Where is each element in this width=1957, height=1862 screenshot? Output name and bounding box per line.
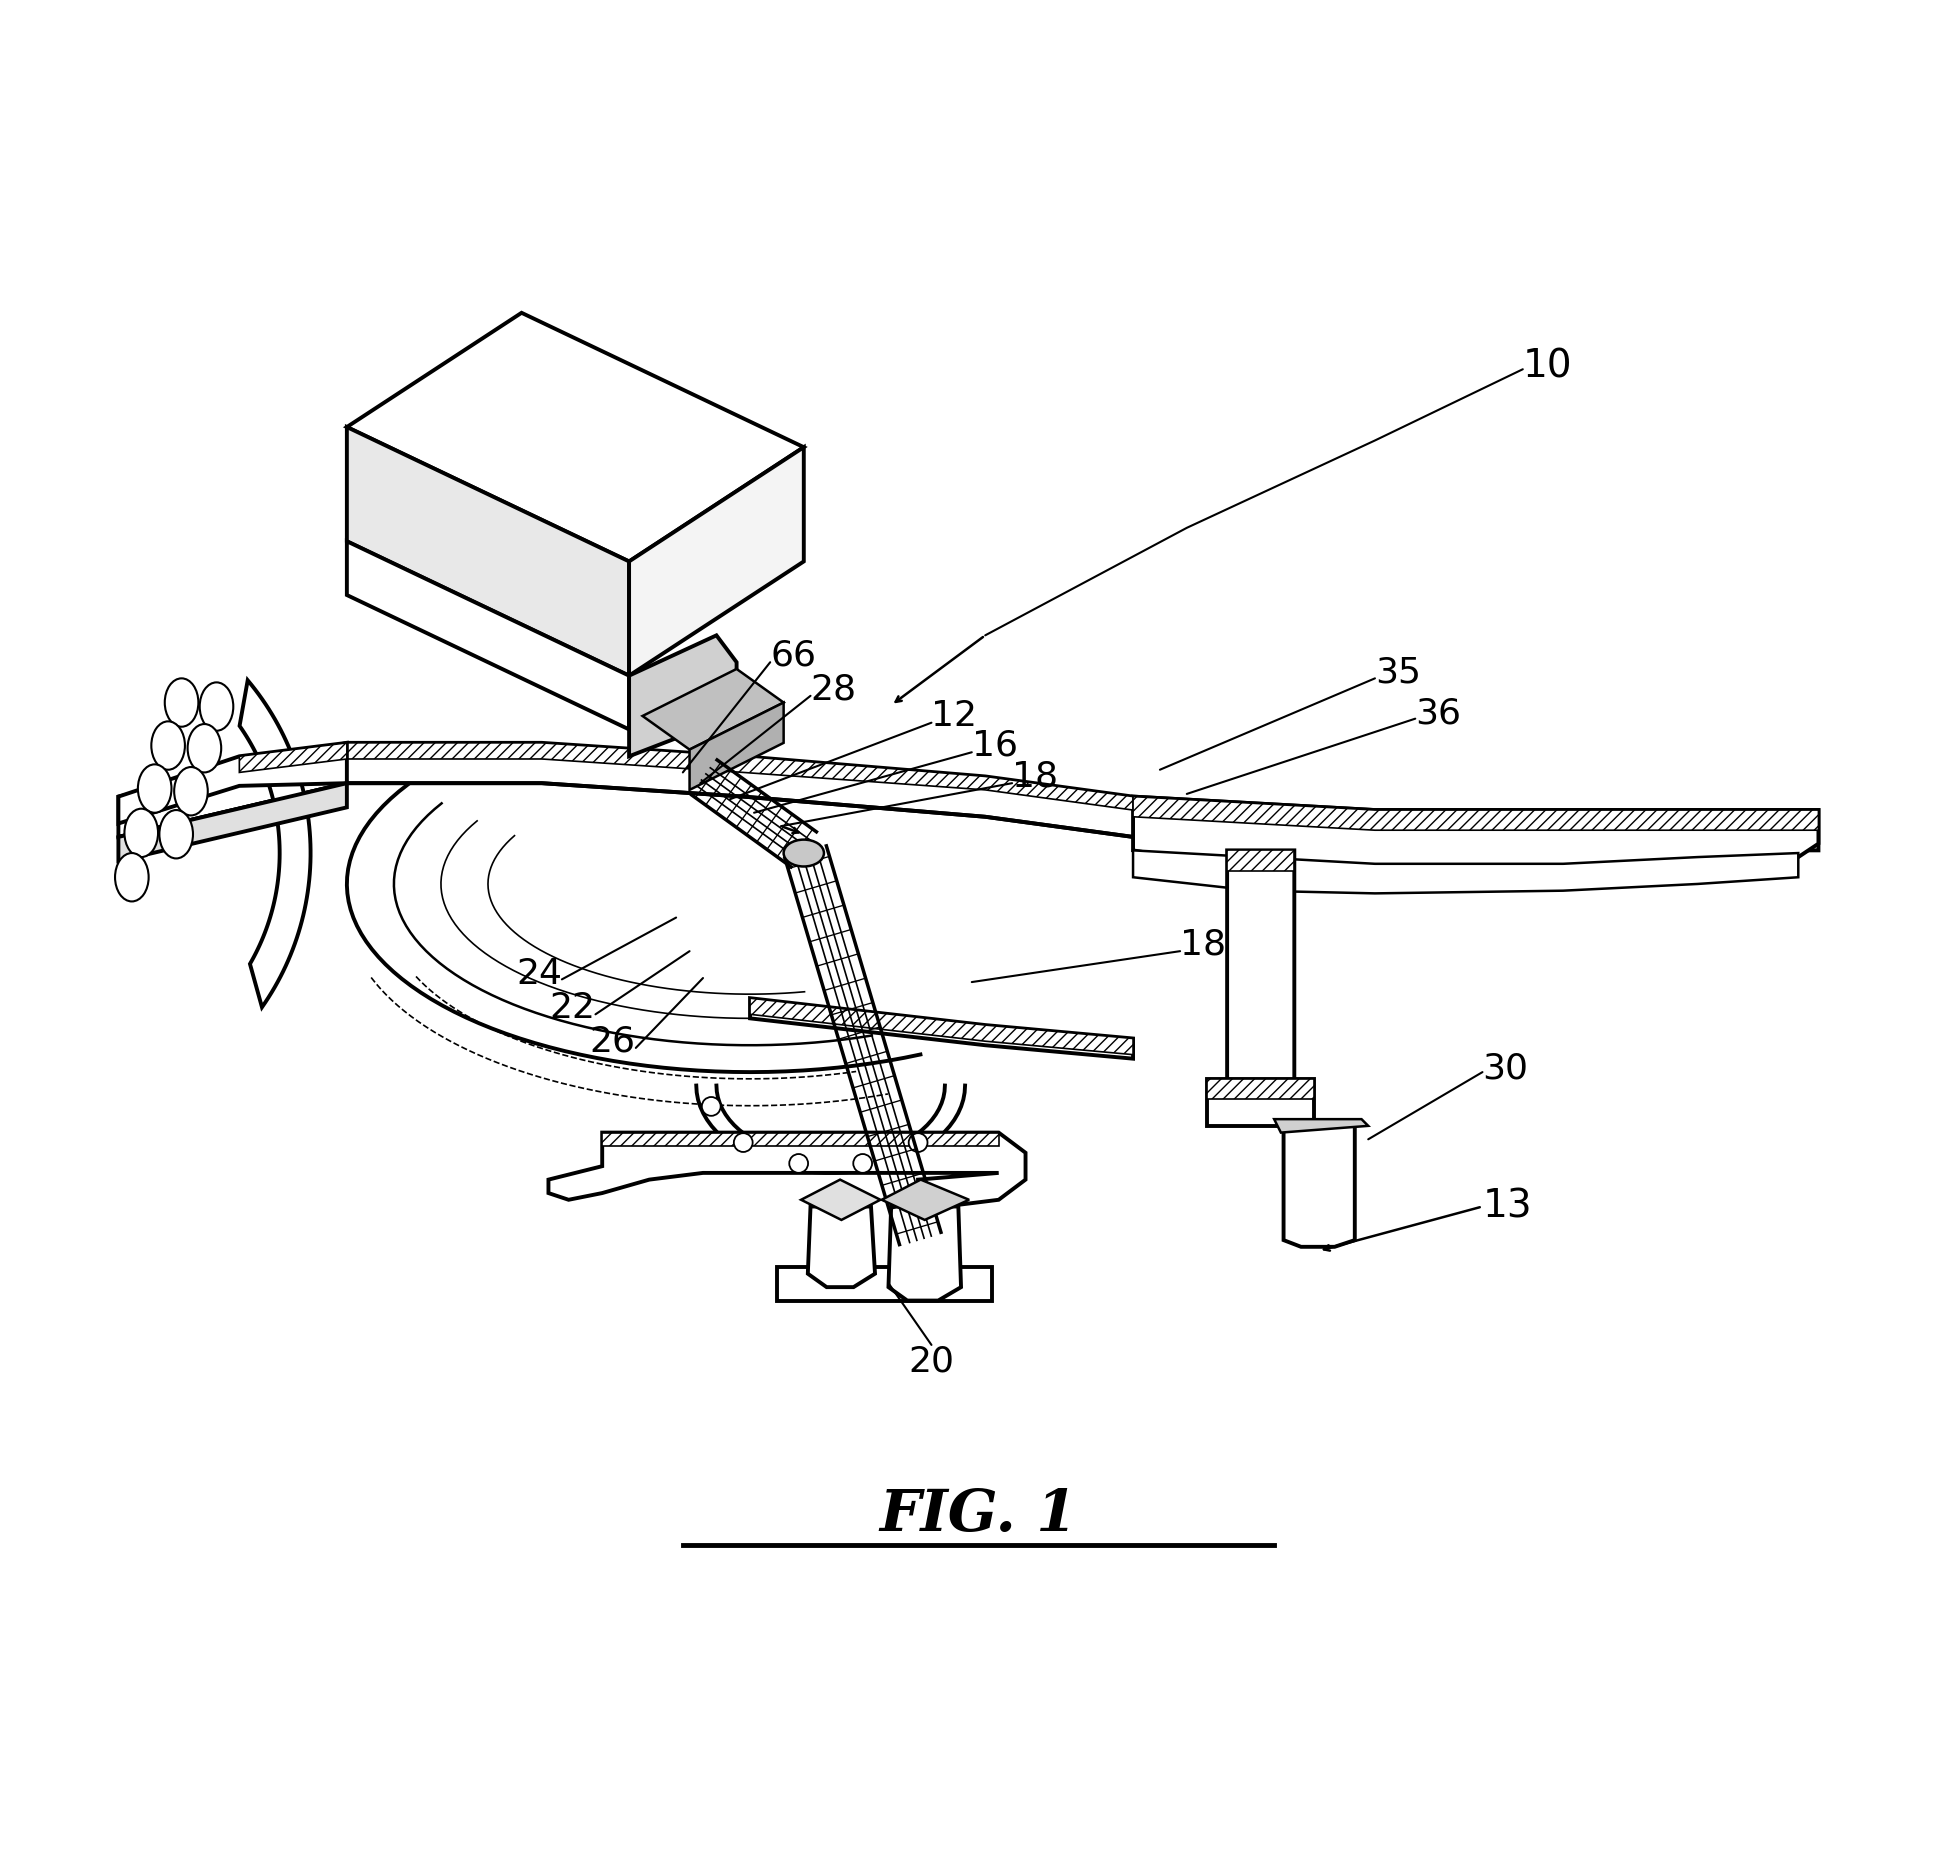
Text: 10: 10 <box>1523 348 1571 385</box>
Circle shape <box>703 1097 720 1115</box>
Text: 28: 28 <box>810 672 857 706</box>
Polygon shape <box>689 702 783 789</box>
Text: 18: 18 <box>1180 927 1227 961</box>
Polygon shape <box>346 542 628 730</box>
Polygon shape <box>239 680 311 1007</box>
Ellipse shape <box>115 853 149 901</box>
Ellipse shape <box>151 721 184 769</box>
Polygon shape <box>642 668 783 750</box>
Polygon shape <box>119 743 1818 851</box>
Text: 13: 13 <box>1483 1188 1532 1225</box>
Polygon shape <box>1207 1078 1315 1099</box>
Polygon shape <box>1274 1119 1368 1132</box>
Polygon shape <box>1207 1078 1315 1127</box>
Polygon shape <box>1133 797 1818 866</box>
Polygon shape <box>239 743 346 773</box>
Polygon shape <box>628 635 736 756</box>
Circle shape <box>789 1154 808 1173</box>
Text: FIG. 1: FIG. 1 <box>879 1488 1078 1544</box>
Text: 30: 30 <box>1483 1050 1528 1086</box>
Circle shape <box>908 1134 928 1153</box>
Polygon shape <box>777 1266 992 1300</box>
Ellipse shape <box>125 808 159 857</box>
Polygon shape <box>750 998 1133 1059</box>
Polygon shape <box>346 743 1133 810</box>
Polygon shape <box>1133 797 1818 830</box>
Ellipse shape <box>783 840 824 866</box>
Circle shape <box>853 1154 873 1173</box>
Circle shape <box>734 1134 753 1153</box>
Text: 36: 36 <box>1415 696 1462 730</box>
Polygon shape <box>603 1132 998 1145</box>
Polygon shape <box>750 998 1133 1054</box>
Polygon shape <box>628 447 804 676</box>
Ellipse shape <box>164 678 198 726</box>
Polygon shape <box>1227 851 1294 1106</box>
Polygon shape <box>119 784 346 860</box>
Polygon shape <box>1133 851 1798 894</box>
Text: 16: 16 <box>973 728 1018 763</box>
Polygon shape <box>346 313 804 562</box>
Polygon shape <box>888 1207 961 1300</box>
Polygon shape <box>1227 851 1294 871</box>
Text: 12: 12 <box>932 698 977 734</box>
Polygon shape <box>800 1181 881 1220</box>
Polygon shape <box>883 1181 969 1220</box>
Ellipse shape <box>174 767 207 816</box>
Text: 35: 35 <box>1376 655 1421 691</box>
Text: 26: 26 <box>589 1024 636 1058</box>
Text: 22: 22 <box>550 991 595 1024</box>
Polygon shape <box>1284 1127 1354 1248</box>
Polygon shape <box>119 743 346 823</box>
Text: 66: 66 <box>771 639 816 672</box>
Ellipse shape <box>200 681 233 730</box>
Polygon shape <box>346 426 628 676</box>
Text: 18: 18 <box>1012 760 1059 793</box>
Text: 20: 20 <box>908 1344 955 1378</box>
Ellipse shape <box>188 724 221 773</box>
Polygon shape <box>548 1132 1025 1207</box>
Ellipse shape <box>137 765 172 812</box>
Text: 24: 24 <box>517 957 562 991</box>
Ellipse shape <box>159 810 194 858</box>
Polygon shape <box>808 1207 875 1287</box>
